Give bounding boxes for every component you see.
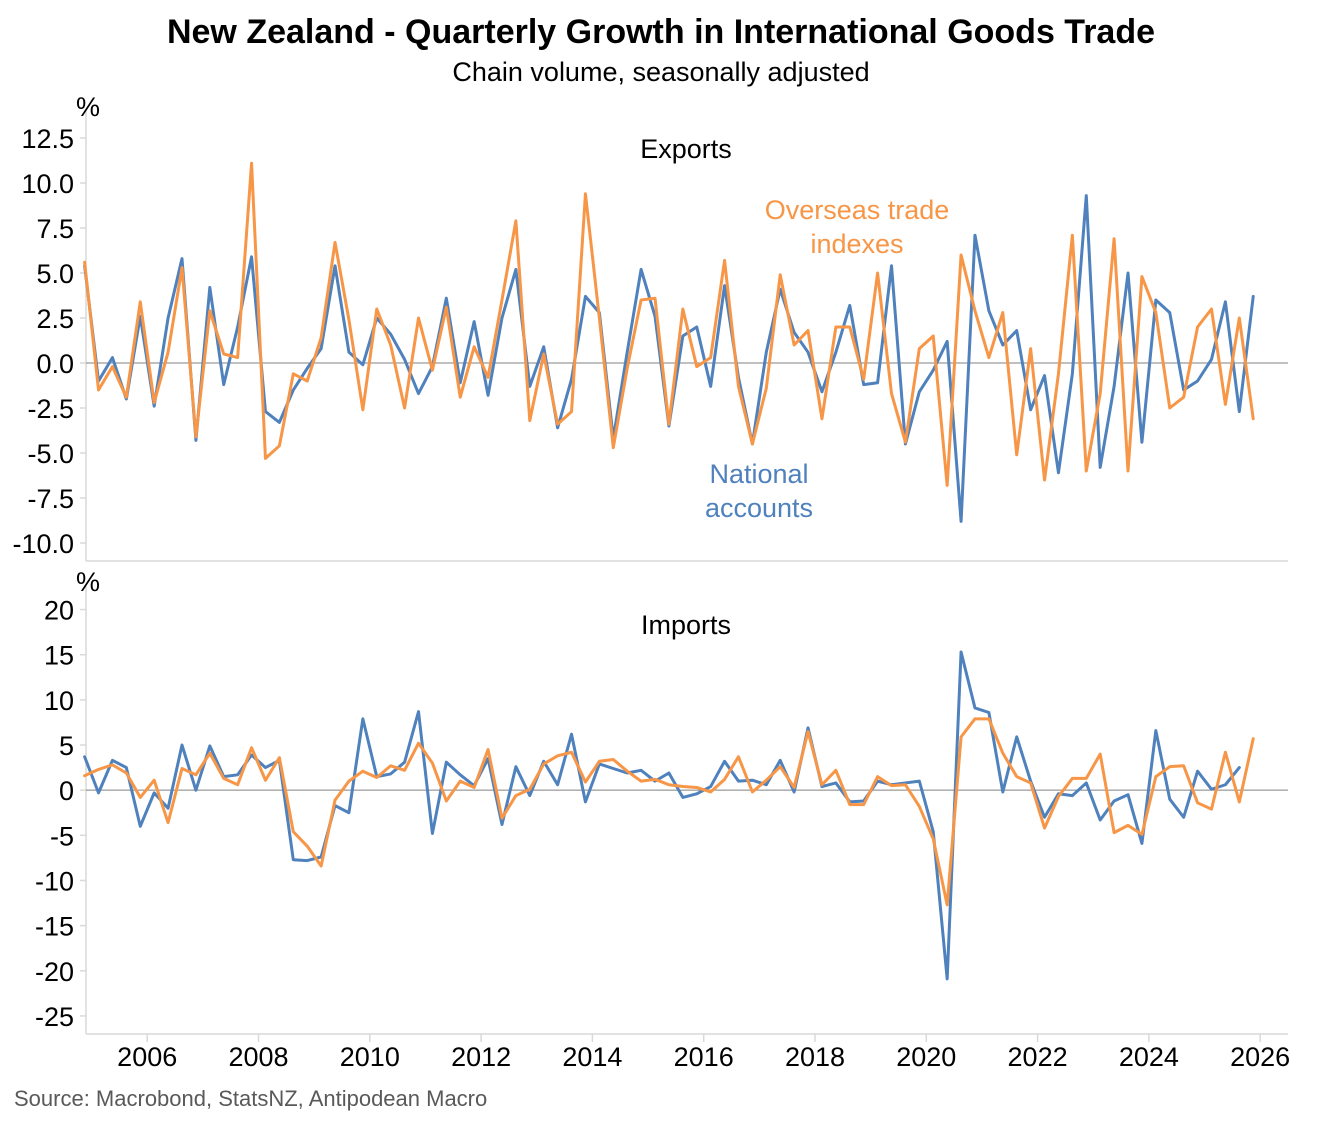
imports-y-tick-label: -10: [35, 866, 74, 896]
chart-title: New Zealand - Quarterly Growth in Intern…: [167, 13, 1155, 51]
imports-y-tick-label: 15: [44, 641, 74, 671]
imports-unit-label: %: [76, 567, 100, 597]
imports-y-tick-label: -20: [35, 957, 74, 987]
x-tick-label: 2022: [1008, 1042, 1068, 1072]
exports-y-tick-label: 0.0: [36, 349, 74, 379]
imports-y-tick-label: 10: [44, 686, 74, 716]
chart-subtitle: Chain volume, seasonally adjusted: [452, 57, 869, 87]
exports-y-tick-label: -2.5: [27, 394, 74, 424]
imports-overseas-trade-indexes-line: [83, 717, 1255, 907]
x-tick-label: 2026: [1230, 1042, 1290, 1072]
exports-y-tick-label: 5.0: [36, 259, 74, 289]
x-tick-label: 2010: [340, 1042, 400, 1072]
imports-y-tick-label: -15: [35, 912, 74, 942]
exports-y-tick-label: 10.0: [21, 169, 74, 199]
exports-annotation-overseas-trade-indexes: indexes: [810, 229, 903, 259]
exports-y-tick-label: 12.5: [21, 124, 74, 154]
x-tick-label: 2006: [117, 1042, 177, 1072]
exports-annotation-national-accounts: National: [709, 459, 808, 489]
exports-panel: 12.5 10.0 7.5 5.0 2.5 0.0 -2.5 -5.0 -7.5 -10.0% Ex…: [12, 92, 1288, 562]
imports-national-accounts-line: [83, 650, 1241, 981]
source-note: Source: Macrobond, StatsNZ, Antipodean M…: [14, 1086, 487, 1111]
exports-y-tick-label: 2.5: [36, 304, 74, 334]
x-tick-label: 2024: [1119, 1042, 1179, 1072]
imports-y-tick-label: 0: [59, 776, 74, 806]
exports-unit-label: %: [76, 92, 100, 122]
imports-panel-title: Imports: [641, 610, 731, 640]
exports-annotation-national-accounts: accounts: [705, 493, 813, 523]
imports-y-tick-label: 20: [44, 596, 74, 626]
imports-y-tick-label: -5: [50, 821, 74, 851]
x-axis: 2006 2008 2010 2012 2014 2016 2018 2020 2022 2024…: [117, 1034, 1290, 1072]
exports-y-tick-label: 7.5: [36, 214, 74, 244]
x-tick-label: 2020: [896, 1042, 956, 1072]
exports-y-tick-label: -7.5: [27, 484, 74, 514]
imports-panel: 20 15 10 5 0 -5 -10 -15 -20 -25% Imports: [35, 567, 1288, 1035]
imports-y-tick-label: -25: [35, 1002, 74, 1032]
x-tick-label: 2014: [562, 1042, 622, 1072]
x-tick-label: 2016: [674, 1042, 734, 1072]
x-tick-label: 2018: [785, 1042, 845, 1072]
exports-y-tick-label: -10.0: [12, 529, 74, 559]
exports-annotation-overseas-trade-indexes: Overseas trade: [765, 195, 950, 225]
x-tick-label: 2008: [228, 1042, 288, 1072]
exports-y-tick-label: -5.0: [27, 439, 74, 469]
exports-overseas-trade-indexes-line: [83, 161, 1255, 487]
x-tick-label: 2012: [451, 1042, 511, 1072]
exports-national-accounts-line: [83, 194, 1255, 523]
exports-panel-title: Exports: [640, 134, 732, 164]
imports-y-tick-label: 5: [59, 731, 74, 761]
